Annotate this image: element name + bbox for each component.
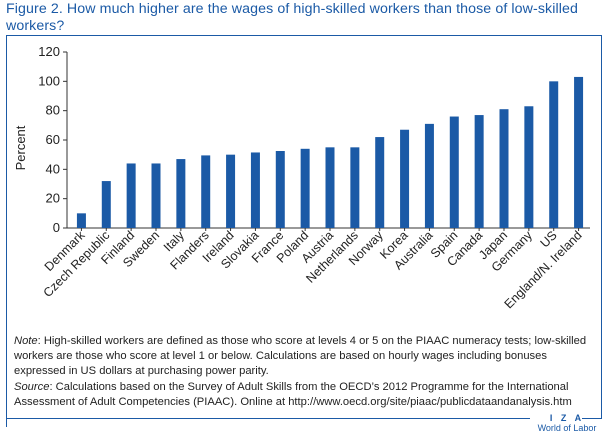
bar-france — [275, 151, 285, 228]
bar-flanders — [201, 155, 211, 228]
bar-czech-republic — [101, 181, 111, 228]
bar-netherlands — [350, 147, 360, 228]
source-label: Source — [14, 381, 50, 393]
y-tick-label: 80 — [46, 103, 60, 118]
figure-title: Figure 2. How much higher are the wages … — [6, 1, 578, 34]
bar-canada — [474, 115, 484, 228]
iza-logo: I Z A World of Labor — [534, 413, 600, 434]
bar-denmark — [76, 213, 86, 228]
note-label: Note — [14, 335, 38, 347]
logo-tagline: World of Labor — [537, 423, 597, 433]
bar-poland — [300, 148, 310, 228]
y-tick-label: 60 — [46, 132, 60, 147]
bar-australia — [424, 123, 434, 228]
note-body: : High-skilled workers are defined as th… — [14, 335, 587, 377]
bar-spain — [449, 116, 459, 228]
note-text: Note: High-skilled workers are defined a… — [14, 334, 596, 379]
bar-slovakia — [250, 152, 260, 228]
bar-finland — [126, 163, 136, 228]
bar-korea — [400, 129, 410, 228]
bar-austria — [325, 147, 335, 228]
bar-england-n-ireland — [574, 76, 584, 228]
bar-norway — [375, 137, 385, 228]
frame-border-top — [6, 35, 602, 36]
bar-japan — [499, 109, 509, 228]
frame-border-bottom-right — [582, 418, 602, 419]
source-text: Source: Calculations based on the Survey… — [14, 380, 596, 410]
bar-ireland — [226, 154, 236, 228]
y-axis-title: Percent — [13, 125, 28, 170]
y-tick-label: 40 — [46, 161, 60, 176]
y-tick-label: 100 — [38, 73, 60, 88]
bar-us — [549, 81, 559, 228]
logo-text: I Z A — [549, 413, 585, 423]
bar-germany — [524, 106, 534, 228]
frame-border-bottom — [6, 418, 530, 419]
bar-italy — [176, 159, 186, 228]
y-tick-label: 120 — [38, 44, 60, 59]
y-tick-label: 20 — [46, 191, 60, 206]
bar-sweden — [151, 163, 161, 228]
frame-border-left — [6, 35, 7, 427]
source-body: : Calculations based on the Survey of Ad… — [14, 381, 572, 408]
frame-border-right — [601, 35, 602, 419]
y-tick-label: 0 — [53, 220, 60, 235]
